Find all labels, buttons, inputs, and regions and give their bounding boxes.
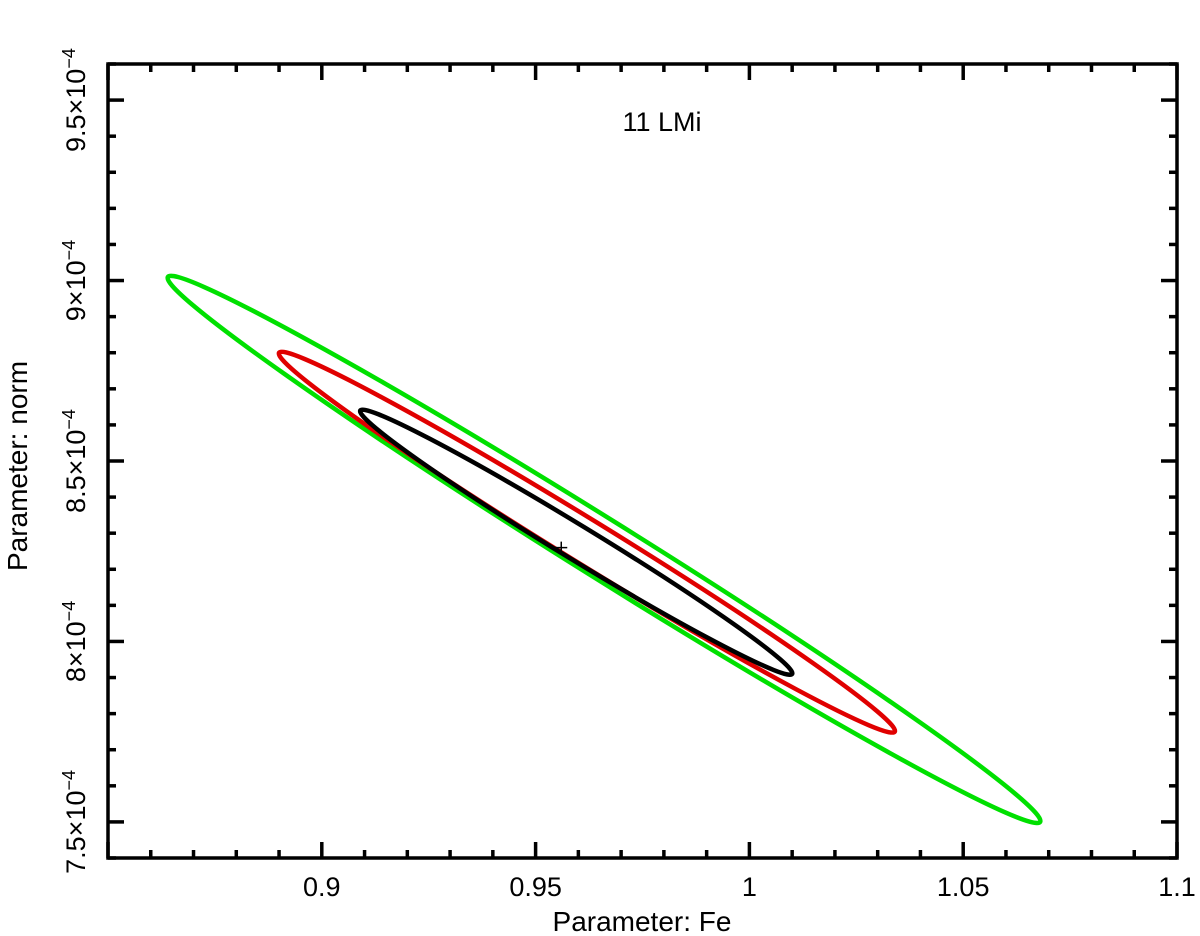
plot-frame xyxy=(106,62,1179,860)
contour-1 xyxy=(165,273,1043,826)
annotation-label: 11 LMi xyxy=(622,107,701,137)
contour-layer xyxy=(165,273,1043,826)
x-tick-label: 1 xyxy=(742,872,757,902)
x-axis-title: Parameter: Fe xyxy=(553,906,732,936)
y-axis-ticks xyxy=(108,62,1177,860)
y-tick-label: 8.5×10−4 xyxy=(59,409,91,513)
x-tick-labels: 0.9 0.95 1 1.05 1.1 xyxy=(303,872,1196,902)
contour-3 xyxy=(357,407,795,677)
contour-2 xyxy=(276,349,898,735)
y-tick-label: 7.5×10−4 xyxy=(59,770,91,874)
x-tick-label: 0.9 xyxy=(303,872,341,902)
x-axis-ticks xyxy=(106,64,1179,858)
y-tick-label: 9×10−4 xyxy=(59,240,91,321)
x-tick-label: 0.95 xyxy=(509,872,562,902)
y-tick-label: 8×10−4 xyxy=(59,601,91,682)
x-tick-label: 1.1 xyxy=(1158,872,1196,902)
x-tick-label: 1.05 xyxy=(937,872,990,902)
best-fit-marker xyxy=(555,541,568,554)
y-axis-title: Parameter: norm xyxy=(2,361,33,571)
y-tick-label: 9.5×10−4 xyxy=(59,48,91,152)
y-tick-labels: 7.5×10−4 8×10−4 8.5×10−4 9×10−4 9.5×10−4 xyxy=(59,48,91,874)
